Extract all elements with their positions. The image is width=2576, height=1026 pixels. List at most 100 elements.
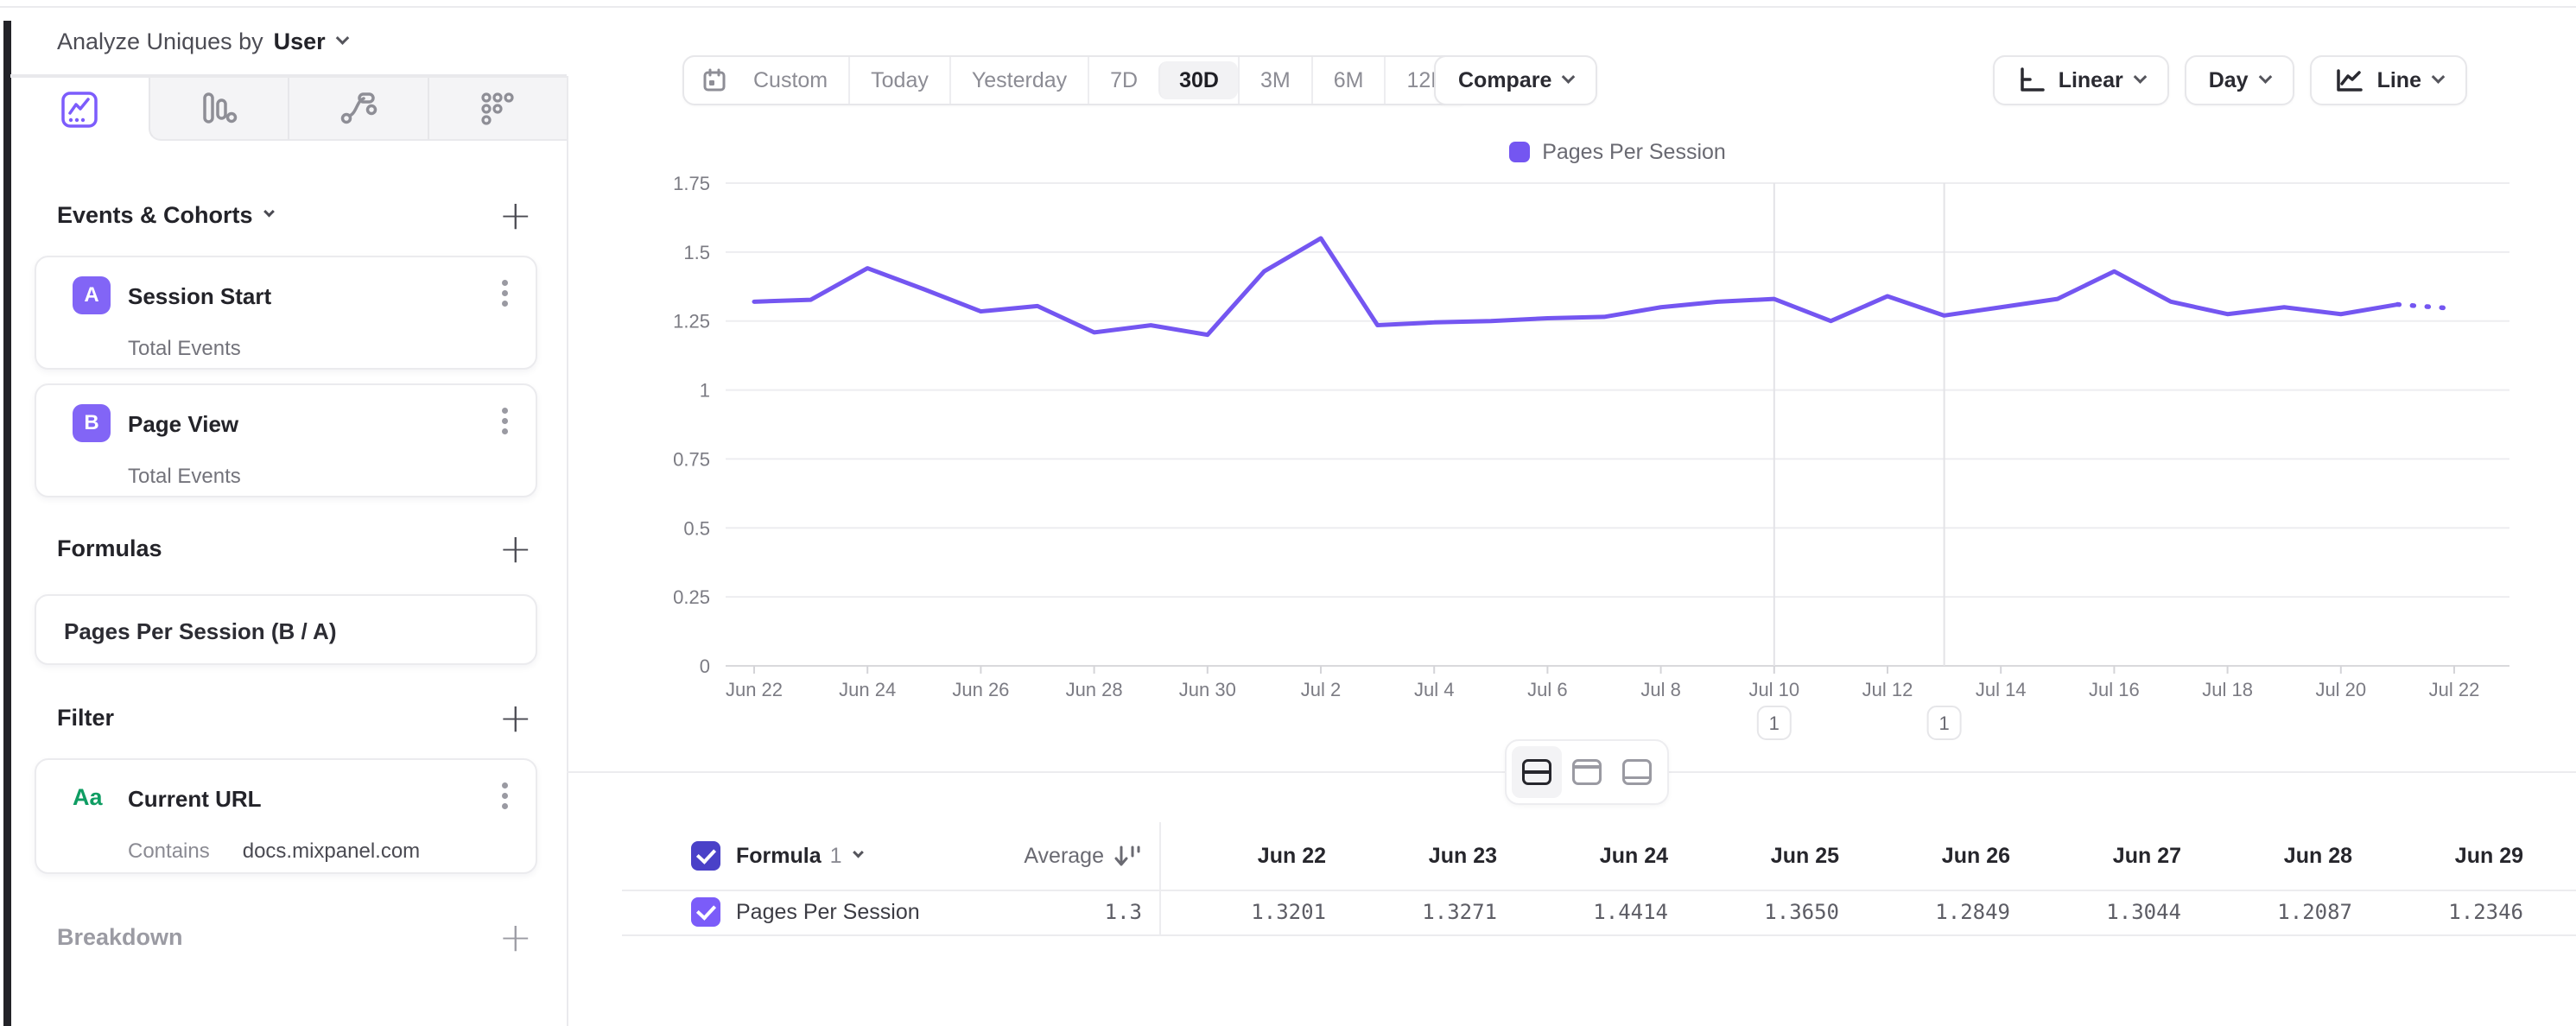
event-card-page-view[interactable]: B Page View Total Events	[35, 383, 537, 497]
date-column-header[interactable]: Jun 26	[1941, 844, 2010, 868]
view-toggle-table-only[interactable]	[1612, 746, 1662, 798]
tab-funnels[interactable]	[148, 78, 288, 141]
svg-text:Jul 6: Jul 6	[1527, 679, 1567, 700]
chevron-down-icon	[852, 846, 864, 858]
svg-text:Jul 12: Jul 12	[1862, 679, 1913, 700]
filter-property[interactable]: Current URL	[128, 786, 262, 812]
event-measurement[interactable]: Total Events	[128, 465, 241, 488]
svg-text:Jul 14: Jul 14	[1976, 679, 2027, 700]
add-breakdown-button[interactable]: +	[498, 914, 532, 960]
svg-text:1.5: 1.5	[683, 242, 710, 263]
compare-label: Compare	[1458, 67, 1552, 92]
svg-text:1: 1	[1938, 712, 1949, 734]
formula-expression[interactable]: Pages Per Session (B / A)	[64, 618, 337, 644]
select-all-checkbox[interactable]	[691, 841, 720, 871]
date-column-header[interactable]: Jun 29	[2454, 844, 2523, 868]
sort-descending-icon	[1114, 846, 1140, 866]
date-column-header[interactable]: Jun 27	[2112, 844, 2181, 868]
date-range-6m[interactable]: 6M	[1310, 57, 1385, 104]
event-badge-b: B	[73, 404, 111, 442]
cell-value: 1.2346	[2448, 900, 2523, 924]
svg-text:Jul 4: Jul 4	[1414, 679, 1454, 700]
breakdown-header: Breakdown +	[10, 915, 567, 959]
date-column-header[interactable]: Jun 22	[1257, 844, 1326, 868]
compare-button[interactable]: Compare	[1434, 55, 1598, 105]
window-top-edge	[0, 6, 2576, 8]
chart-settings-cluster: Linear Day Line	[1992, 55, 2467, 105]
average-column-header[interactable]: Average	[938, 822, 1142, 890]
row-checkbox[interactable]	[691, 897, 720, 927]
chart-only-icon	[1572, 759, 1602, 785]
svg-text:Jun 24: Jun 24	[839, 679, 896, 700]
svg-text:Jul 20: Jul 20	[2315, 679, 2366, 700]
flows-icon	[340, 92, 377, 124]
filter-operator[interactable]: Contains	[128, 839, 210, 863]
view-toggle-group	[1505, 739, 1669, 805]
date-range-yesterday[interactable]: Yesterday	[949, 57, 1088, 104]
date-column-header[interactable]: Jun 28	[2283, 844, 2352, 868]
formula-header-index: 1	[829, 843, 842, 868]
kebab-menu-icon[interactable]	[502, 280, 508, 286]
chart-type-button[interactable]: Line	[2309, 55, 2467, 105]
kebab-menu-icon[interactable]	[502, 782, 508, 788]
formula-column-header[interactable]: Formula 1	[736, 822, 864, 890]
add-event-button[interactable]: +	[498, 192, 532, 238]
date-column-header[interactable]: Jun 24	[1599, 844, 1668, 868]
event-title[interactable]: Page View	[128, 411, 239, 437]
cell-value: 1.4414	[1593, 900, 1668, 924]
event-title[interactable]: Session Start	[128, 283, 272, 309]
svg-text:Jun 22: Jun 22	[726, 679, 783, 700]
filter-value[interactable]: docs.mixpanel.com	[242, 839, 421, 863]
cell-value: 1.3201	[1251, 900, 1326, 924]
svg-text:Jul 8: Jul 8	[1640, 679, 1680, 700]
date-column-header[interactable]: Jun 23	[1428, 844, 1497, 868]
linear-axis-icon	[2020, 67, 2045, 92]
svg-text:0.75: 0.75	[673, 448, 710, 470]
date-column-header[interactable]: Jun 25	[1770, 844, 1839, 868]
legend-swatch	[1509, 142, 1531, 162]
add-formula-button[interactable]: +	[498, 525, 532, 572]
date-range-3m[interactable]: 3M	[1237, 57, 1311, 104]
tab-flows[interactable]	[288, 78, 428, 141]
table-column-divider	[1159, 822, 1161, 934]
date-range-30d[interactable]: 30D	[1158, 61, 1238, 99]
formulas-header: Formulas +	[10, 527, 567, 570]
svg-text:Jul 10: Jul 10	[1748, 679, 1799, 700]
interval-button[interactable]: Day	[2184, 55, 2294, 105]
visualization-tabs	[10, 76, 567, 141]
filter-card-current-url[interactable]: Aa Current URL Contains docs.mixpanel.com	[35, 758, 537, 874]
view-toggle-chart-only[interactable]	[1562, 746, 1612, 798]
date-range-group: Custom Today Yesterday 7D 30D 3M 6M 12M	[682, 55, 1472, 105]
retention-dots-icon	[481, 92, 514, 125]
event-measurement[interactable]: Total Events	[128, 337, 241, 360]
events-cohorts-title[interactable]: Events & Cohorts	[57, 201, 253, 228]
formula-card[interactable]: Pages Per Session (B / A)	[35, 594, 537, 665]
svg-text:Jul 22: Jul 22	[2429, 679, 2480, 700]
results-table: Formula 1 Average Jun 22 Jun 23 Jun 24 Jun …	[567, 822, 2576, 936]
row-average-value: 1.3	[1104, 900, 1142, 924]
svg-text:Jul 16: Jul 16	[2089, 679, 2140, 700]
line-chart-canvas[interactable]: 1.75 1.5 1.25 1 0.75 0.5 0.25 0 Jun 22 Jun 24 Jun …	[567, 130, 2576, 769]
date-range-today[interactable]: Today	[848, 57, 949, 104]
cell-value: 1.3044	[2106, 900, 2181, 924]
date-range-7d[interactable]: 7D	[1088, 57, 1158, 104]
add-filter-button[interactable]: +	[498, 694, 532, 741]
table-date-values: 1.3201 1.3271 1.4414 1.3650 1.2849 1.3044 1.20…	[1155, 890, 2523, 934]
date-range-custom[interactable]: Custom	[753, 67, 828, 92]
scale-button[interactable]: Linear	[1992, 55, 2169, 105]
kebab-menu-icon[interactable]	[502, 408, 508, 414]
event-card-session-start[interactable]: A Session Start Total Events	[35, 256, 537, 370]
svg-text:1: 1	[1769, 712, 1780, 734]
svg-text:Jun 26: Jun 26	[952, 679, 1009, 700]
chevron-down-icon	[263, 206, 275, 217]
tab-retention[interactable]	[427, 78, 567, 141]
svg-text:0.25: 0.25	[673, 586, 710, 608]
table-header-divider	[622, 890, 2576, 891]
table-row-label[interactable]: Pages Per Session	[736, 899, 920, 924]
svg-text:0.5: 0.5	[683, 517, 710, 539]
analyze-uniques-selector[interactable]: User	[273, 28, 326, 54]
tab-insights[interactable]	[10, 78, 149, 141]
view-toggle-split-view[interactable]	[1512, 746, 1562, 798]
legend-label[interactable]: Pages Per Session	[1542, 139, 1726, 164]
